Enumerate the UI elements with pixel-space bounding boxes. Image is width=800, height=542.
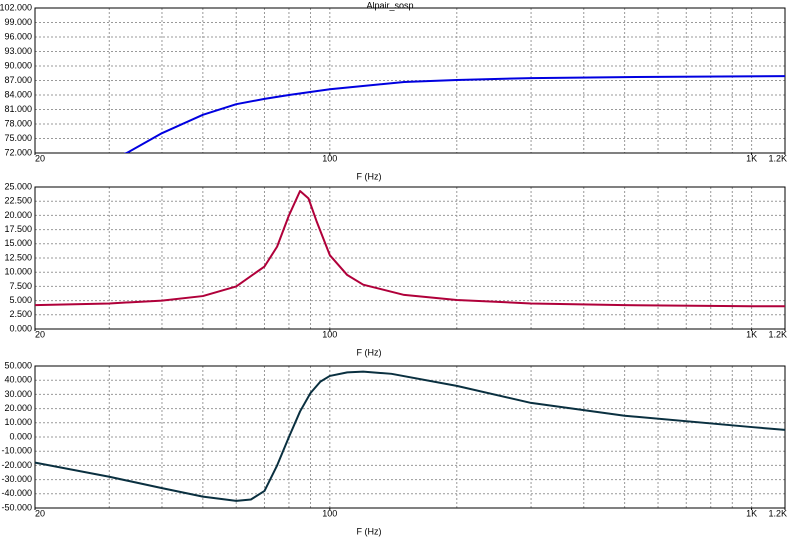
x-tick-label: 1K [746, 153, 757, 163]
x-axis-label: F (Hz) [357, 347, 382, 357]
y-tick-label: 25.000 [4, 181, 32, 191]
y-tick-label: 72.000 [4, 147, 32, 157]
x-tick-label: 1.2K [768, 329, 787, 339]
x-axis-label: F (Hz) [357, 171, 382, 181]
y-tick-label: 10.000 [4, 267, 32, 277]
y-tick-label: 81.000 [4, 104, 32, 114]
y-tick-label: 0.000 [9, 431, 32, 441]
y-tick-label: 20.000 [4, 210, 32, 220]
x-tick-label: 20 [35, 329, 45, 339]
y-tick-label: 2.500 [9, 309, 32, 319]
y-tick-label: 87.000 [4, 75, 32, 85]
data-line [35, 370, 785, 502]
x-tick-label: 20 [35, 508, 45, 518]
y-tick-label: 96.000 [4, 31, 32, 41]
x-tick-label: 100 [322, 329, 337, 339]
y-tick-label: 78.000 [4, 118, 32, 128]
y-tick-label: 22.500 [4, 196, 32, 206]
y-tick-label: -10.000 [1, 446, 32, 456]
y-tick-label: 50.000 [4, 360, 32, 370]
y-tick-label: 102.000 [0, 2, 32, 12]
y-tick-label: 5.000 [9, 295, 32, 305]
y-tick-label: 20.000 [4, 403, 32, 413]
y-tick-label: -30.000 [1, 474, 32, 484]
y-tick-label: 99.000 [4, 17, 32, 27]
y-tick-label: 0.000 [9, 323, 32, 333]
y-tick-label: 40.000 [4, 375, 32, 385]
y-tick-label: 93.000 [4, 46, 32, 56]
plot-frame [34, 365, 786, 509]
y-tick-label: 84.000 [4, 89, 32, 99]
y-tick-label: -40.000 [1, 488, 32, 498]
y-tick-label: 7.500 [9, 281, 32, 291]
y-tick-label: 30.000 [4, 389, 32, 399]
y-tick-label: 15.000 [4, 238, 32, 248]
x-tick-label: 1.2K [768, 153, 787, 163]
x-tick-label: 20 [35, 153, 45, 163]
data-line [35, 189, 785, 308]
plot-frame [34, 186, 786, 330]
data-line [123, 75, 785, 153]
y-tick-label: -50.000 [1, 502, 32, 512]
x-tick-label: 1.2K [768, 508, 787, 518]
y-tick-label: 90.000 [4, 60, 32, 70]
plot-frame [34, 7, 786, 154]
y-tick-label: 17.500 [4, 224, 32, 234]
y-tick-label: 10.000 [4, 417, 32, 427]
x-tick-label: 1K [746, 508, 757, 518]
x-tick-label: 100 [322, 153, 337, 163]
x-axis-label: F (Hz) [357, 526, 382, 536]
y-tick-label: -20.000 [1, 460, 32, 470]
x-tick-label: 1K [746, 329, 757, 339]
y-tick-label: 75.000 [4, 133, 32, 143]
y-tick-label: 12.500 [4, 252, 32, 262]
chart-title: Alpair_sosp [366, 0, 413, 10]
x-tick-label: 100 [322, 508, 337, 518]
